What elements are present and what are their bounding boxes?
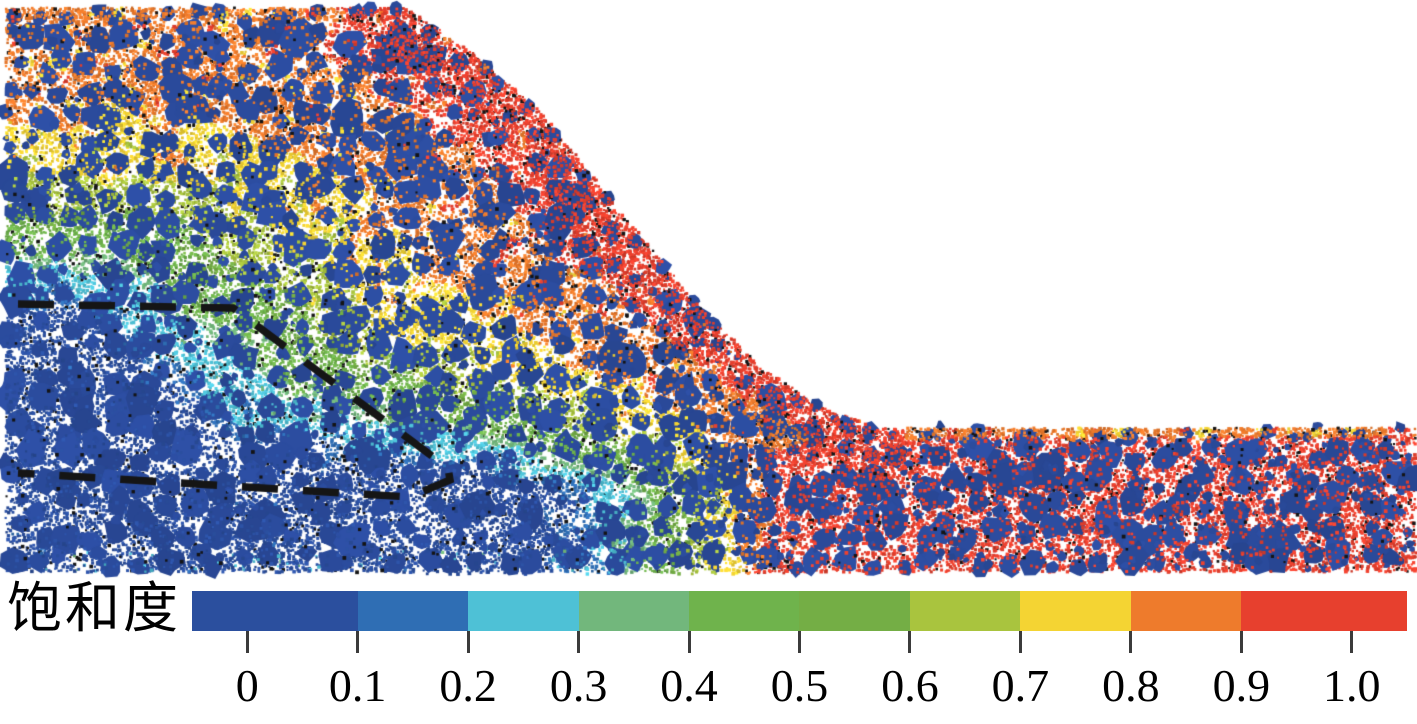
colorbar-tick-label: 0.8 <box>1102 660 1160 711</box>
colorbar-segment <box>468 591 579 631</box>
colorbar-tick <box>798 631 801 653</box>
colorbar <box>192 591 1407 631</box>
colorbar-tick <box>466 631 470 653</box>
colorbar-tick-label: 0.5 <box>770 660 829 711</box>
colorbar-segment <box>192 591 358 631</box>
colorbar-tick <box>356 631 360 653</box>
colorbar-tick-label: 0.2 <box>439 660 497 711</box>
colorbar-tick <box>1018 631 1022 653</box>
colorbar-tick-label: 0.1 <box>328 660 387 711</box>
colorbar-segment <box>689 591 800 631</box>
colorbar-segment <box>1020 591 1131 631</box>
colorbar-tick <box>1129 631 1133 653</box>
colorbar-segment <box>357 591 469 631</box>
saturation-field-canvas <box>0 0 1417 583</box>
colorbar-tick <box>1239 631 1243 653</box>
colorbar-tick <box>687 631 691 653</box>
colorbar-tick <box>1350 631 1354 653</box>
colorbar-tick-label: 0.3 <box>549 660 608 711</box>
colorbar-tick-label: 0.9 <box>1212 660 1271 711</box>
colorbar-tick-label: 0.6 <box>881 660 939 711</box>
colorbar-tick-label: 0.7 <box>991 660 1050 711</box>
colorbar-segment <box>1241 591 1407 631</box>
colorbar-tick-label: 1.0 <box>1323 660 1381 711</box>
colorbar-tick <box>577 631 581 653</box>
colorbar-tick <box>245 631 249 653</box>
colorbar-tick-label: 0 <box>235 660 259 711</box>
colorbar-tick <box>908 631 912 653</box>
colorbar-title: 饱和度 <box>7 578 182 639</box>
colorbar-segment <box>909 591 1021 631</box>
colorbar-tick-label: 0.4 <box>660 660 718 711</box>
colorbar-segment <box>1130 591 1242 631</box>
colorbar-segment <box>799 591 910 631</box>
colorbar-segment <box>578 591 690 631</box>
